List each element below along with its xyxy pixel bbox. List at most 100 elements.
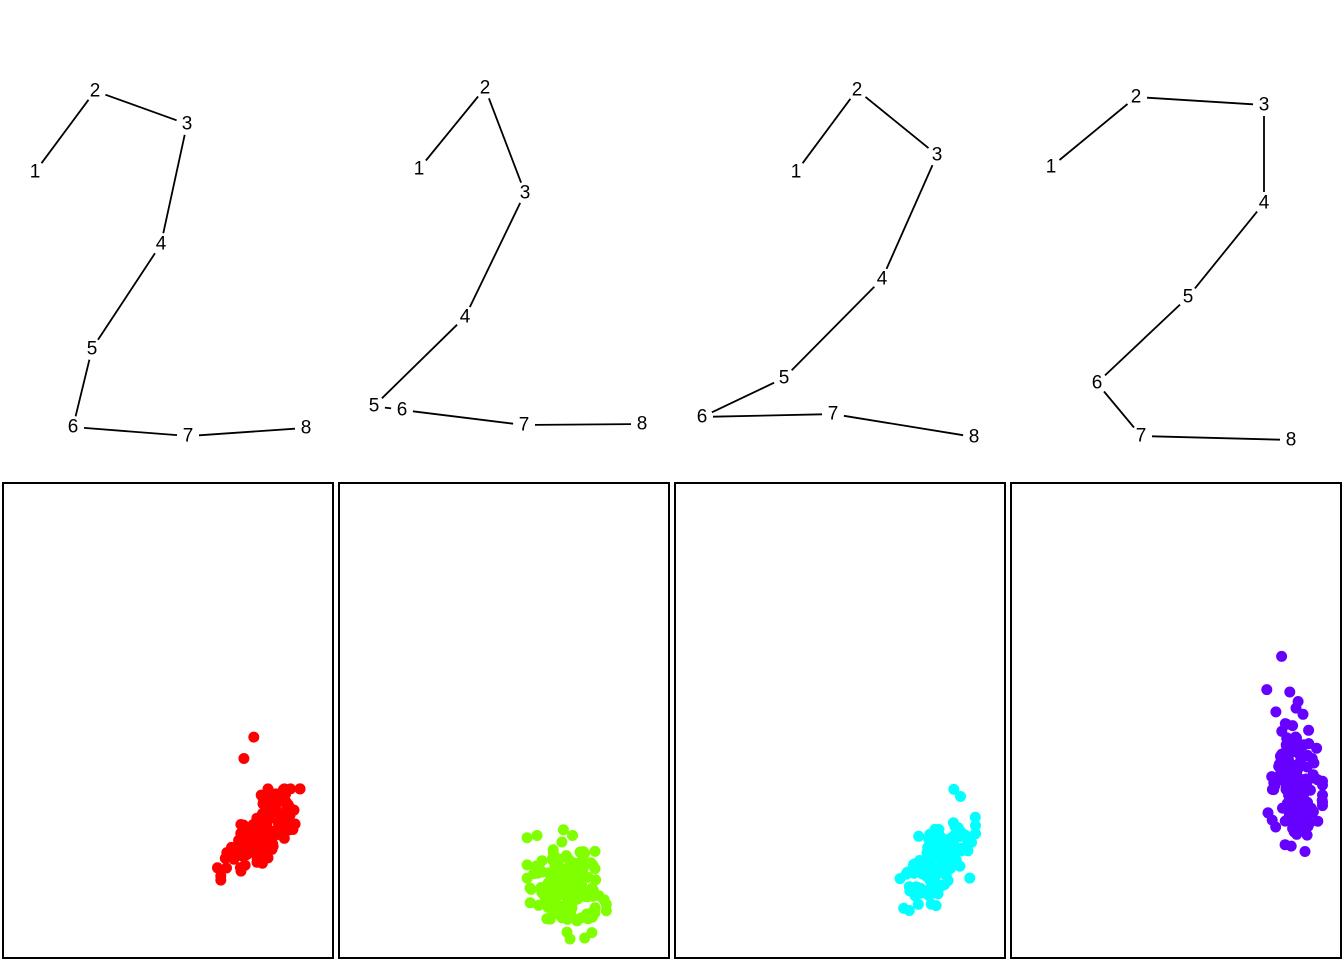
- scatter-point: [1290, 731, 1302, 743]
- scatter-point: [561, 892, 573, 904]
- segment-7-8: [1151, 435, 1281, 441]
- scatter-point: [1308, 757, 1320, 769]
- point-label: 2: [1131, 87, 1142, 108]
- scatter-point: [1270, 706, 1282, 718]
- scatter-point: [966, 836, 977, 848]
- scatter-point: [970, 820, 981, 832]
- scatter-point: [1279, 839, 1291, 851]
- segment-6-7: [1103, 390, 1135, 429]
- scatter-point: [567, 830, 578, 841]
- scatter-point: [587, 890, 599, 902]
- segment-5-6: [74, 359, 91, 417]
- scatter-point: [970, 828, 981, 840]
- point-label: 2: [90, 81, 101, 102]
- segment-7-8: [198, 427, 296, 437]
- scatter-point: [557, 824, 569, 836]
- scatter-point: [273, 807, 285, 819]
- point-label: 1: [1046, 157, 1057, 178]
- scatter-panel-1: [2, 482, 334, 959]
- scatter-point: [543, 878, 555, 890]
- scatter-point: [277, 795, 289, 807]
- scatter-point: [962, 845, 974, 857]
- panel-frame: [674, 482, 1006, 959]
- scatter-point: [1261, 684, 1273, 696]
- scatter-point: [564, 933, 576, 945]
- point-label: 4: [1259, 193, 1270, 214]
- scatter-point: [579, 932, 591, 944]
- scatter-point: [1297, 708, 1309, 720]
- scatter-point: [568, 876, 580, 888]
- scatter-point: [262, 783, 274, 795]
- scatter-point: [924, 874, 936, 886]
- segment-5-6: [1104, 303, 1181, 377]
- scatter-point: [959, 829, 971, 841]
- segment-2-3: [488, 97, 522, 184]
- point-label: 3: [182, 114, 193, 135]
- scatter-point: [917, 860, 929, 872]
- scatter-point: [904, 885, 916, 897]
- segment-2-3: [864, 96, 930, 149]
- scatter-point: [521, 872, 533, 884]
- scatter-point: [525, 883, 537, 895]
- scatter-point: [256, 817, 268, 828]
- point-label: 7: [183, 426, 194, 447]
- point-label: 8: [969, 427, 980, 448]
- scatter-point: [577, 890, 589, 902]
- scatter-point: [1284, 686, 1296, 698]
- scatter-point: [237, 819, 249, 831]
- segment-4-5: [791, 286, 875, 371]
- scatter-point: [585, 857, 597, 869]
- scatter-point: [569, 862, 581, 874]
- point-label: 4: [156, 234, 167, 255]
- point-label: 4: [877, 269, 888, 290]
- scatter-point: [221, 862, 232, 874]
- scatter-point: [912, 898, 924, 910]
- point-label: 7: [828, 404, 839, 425]
- scatter-point: [1294, 756, 1306, 768]
- scatter-point: [1266, 771, 1278, 783]
- point-label: 6: [697, 407, 708, 428]
- scatter-point: [241, 834, 253, 846]
- scatter-point: [238, 753, 250, 764]
- shape-plot-1: 1 2 3 4 5 6 7 8: [30, 81, 312, 447]
- point-label: 5: [779, 368, 790, 389]
- scatter-point: [1296, 818, 1308, 830]
- point-label: 6: [1092, 373, 1103, 394]
- segment-1-2: [1058, 103, 1129, 161]
- scatter-point: [521, 859, 533, 871]
- scatter-point: [598, 894, 610, 906]
- point-label: 8: [637, 414, 648, 435]
- scatter-point: [1298, 739, 1310, 751]
- point-label: 8: [301, 418, 312, 439]
- scatter-point: [908, 859, 919, 871]
- scatter-point: [1276, 650, 1288, 662]
- shape-plot-4: 1 2 3 4 5 6 7 8: [1046, 87, 1297, 451]
- segment-4-5: [381, 324, 458, 399]
- point-label: 1: [414, 159, 425, 180]
- scatter-point: [257, 792, 269, 804]
- scatter-point: [269, 827, 281, 839]
- scatter-point: [1266, 814, 1278, 826]
- point-label: 8: [1286, 430, 1297, 451]
- scatter-point: [1284, 739, 1296, 751]
- scatter-point: [577, 846, 589, 858]
- scatter-point: [521, 832, 533, 844]
- point-label: 4: [460, 307, 471, 328]
- scatter-point: [589, 907, 601, 919]
- scatter-point: [254, 840, 266, 851]
- scatter-point: [549, 891, 561, 903]
- scatter-point: [1317, 796, 1328, 808]
- scatter-point: [925, 898, 937, 910]
- scatter-point: [541, 913, 553, 925]
- scatter-point: [277, 784, 289, 796]
- scatter-point: [1292, 696, 1304, 707]
- scatter-point: [248, 731, 260, 743]
- scatter-point: [931, 836, 942, 848]
- scatter-point: [1312, 815, 1324, 827]
- scatter-point: [945, 835, 956, 847]
- scatter-point: [274, 816, 286, 828]
- point-label: 1: [30, 162, 41, 183]
- scatter-point: [1273, 761, 1285, 772]
- segment-3-4: [468, 202, 522, 308]
